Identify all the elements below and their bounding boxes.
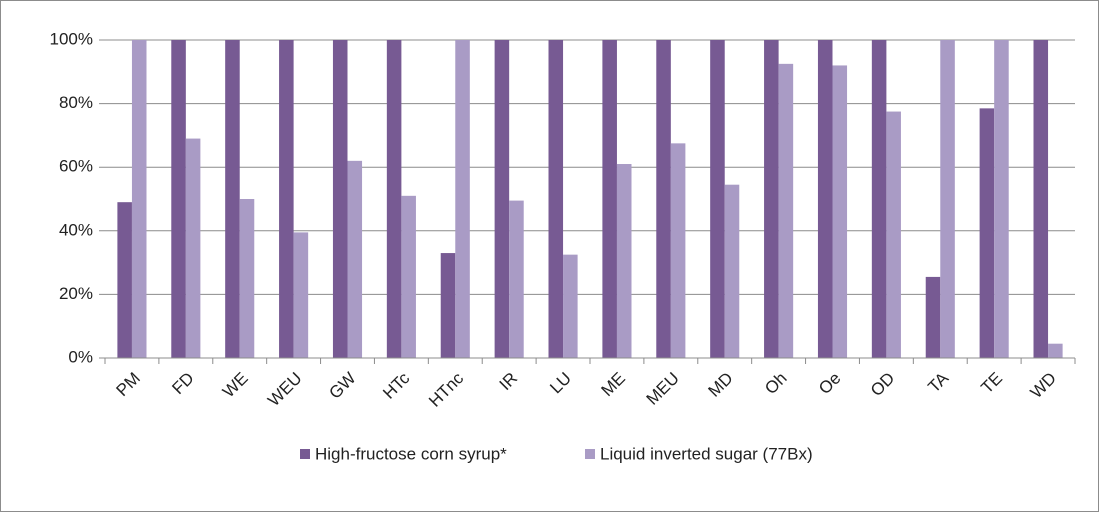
legend-swatch xyxy=(300,449,310,459)
bar xyxy=(764,40,779,358)
bar xyxy=(778,63,794,358)
bar xyxy=(509,200,524,358)
bar xyxy=(1033,40,1049,358)
bar xyxy=(656,40,671,358)
y-tick-label: 100% xyxy=(50,29,93,48)
bar xyxy=(616,164,632,358)
bar xyxy=(455,40,470,358)
bar xyxy=(871,40,887,358)
y-tick-label: 60% xyxy=(59,157,93,176)
bar xyxy=(386,40,402,358)
bar xyxy=(979,108,995,359)
bar xyxy=(548,40,564,358)
bar xyxy=(171,40,186,358)
bar xyxy=(347,160,363,358)
bar xyxy=(994,40,1009,358)
bar xyxy=(401,195,416,358)
bar xyxy=(440,253,456,358)
legend-label: Liquid inverted sugar (77Bx) xyxy=(600,444,813,463)
bar xyxy=(925,276,941,358)
legend-swatch xyxy=(585,449,595,459)
bar xyxy=(724,184,740,358)
y-tick-label: 0% xyxy=(68,347,93,366)
bar xyxy=(563,254,578,358)
bar xyxy=(886,111,901,358)
bar xyxy=(602,40,617,358)
bar xyxy=(293,232,309,358)
bar xyxy=(494,40,510,358)
bar xyxy=(710,40,725,358)
bar xyxy=(832,65,848,358)
bar xyxy=(131,40,147,358)
y-tick-label: 20% xyxy=(59,284,93,303)
y-tick-label: 80% xyxy=(59,93,93,112)
bar xyxy=(332,40,348,358)
y-tick-label: 40% xyxy=(59,220,93,239)
bar xyxy=(1048,343,1063,358)
bar xyxy=(117,202,132,358)
bar xyxy=(279,40,294,358)
legend-label: High-fructose corn syrup* xyxy=(315,444,507,463)
bar xyxy=(670,143,686,358)
bar xyxy=(225,40,240,358)
bar xyxy=(817,40,833,358)
bar xyxy=(940,40,955,358)
bar xyxy=(239,199,255,358)
bar xyxy=(185,138,201,358)
